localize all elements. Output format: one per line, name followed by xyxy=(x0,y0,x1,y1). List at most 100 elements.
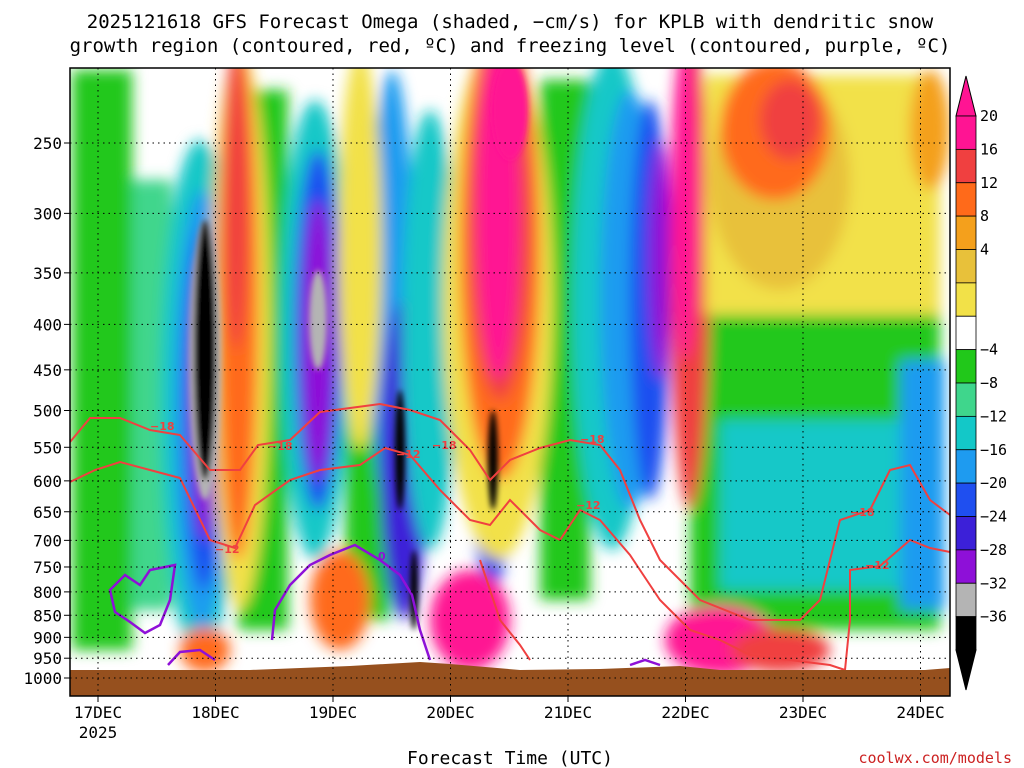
label-minus18-c: −18 xyxy=(432,439,457,452)
x-tick-label-22DEC: 22DEC xyxy=(661,703,709,722)
y-tick-label-850: 850 xyxy=(33,606,62,625)
y-axis: 250 300 350 400 450 500 550 600 650 700 750 800 850 9… xyxy=(23,134,70,688)
credit-text: coolwx.com/models xyxy=(858,749,1012,767)
omega-core-black-19-14z xyxy=(395,390,405,510)
y-tick-label-500: 500 xyxy=(33,402,62,421)
x-tick-label-24DEC: 24DEC xyxy=(896,703,944,722)
label-minus12-b: −12 xyxy=(396,448,421,461)
omega-sink-orange-ne xyxy=(910,70,950,190)
colorbar-swatch-13 xyxy=(955,549,977,584)
colorbar-label-0: 20 xyxy=(980,107,998,125)
colorbar-swatch-0 xyxy=(955,115,977,150)
omega-sink-lowlevel-19dec xyxy=(310,550,370,650)
dgz-contours-red xyxy=(70,402,950,672)
omega-core-black-20dec xyxy=(488,410,498,510)
colorbar-swatch-8 xyxy=(955,382,977,417)
freezing-contour-18dec xyxy=(167,648,216,666)
colorbar-swatch-14 xyxy=(955,582,977,618)
y-tick-label-950: 950 xyxy=(33,649,62,668)
colorbar-swatch-2 xyxy=(955,182,977,217)
omega-core-magenta-20dec-top xyxy=(492,68,528,160)
colorbar-swatch-11 xyxy=(955,482,977,517)
omega-core-black-18dec xyxy=(194,220,216,480)
y-tick-label-250: 250 xyxy=(33,134,62,153)
x-axis-title: Forecast Time (UTC) xyxy=(407,748,613,768)
omega-sink-yellow-19dec xyxy=(338,68,382,450)
terrain-surface xyxy=(70,662,950,696)
plot-frame xyxy=(69,67,951,697)
colorbar-swatch-7 xyxy=(955,349,977,384)
omega-sink-red-18dec xyxy=(224,68,248,350)
colorbar-label-8: −16 xyxy=(980,441,1007,459)
contour-minus12 xyxy=(70,446,950,672)
y-tick-label-700: 700 xyxy=(33,531,62,550)
x-tick-label-17DEC: 17DEC xyxy=(74,703,122,722)
colorbar-swatch-15 xyxy=(955,616,977,651)
label-minus12-c: −12 xyxy=(576,499,601,512)
y-tick-label-450: 450 xyxy=(33,361,62,380)
y-tick-label-550: 550 xyxy=(33,438,62,457)
label-freezing-0: 0 xyxy=(378,550,386,563)
y-tick-label-800: 800 xyxy=(33,583,62,602)
y-tick-label-750: 750 xyxy=(33,558,62,577)
freezing-contour-19dec xyxy=(270,543,432,661)
contour-minus18 xyxy=(70,402,950,621)
chart-title-line2: growth region (contoured, red, ºC) and f… xyxy=(70,35,951,57)
colorbar-label-9: −20 xyxy=(980,474,1007,492)
freezing-contour-22dec xyxy=(629,658,661,667)
y-tick-label-1000: 1000 xyxy=(23,669,62,688)
label-minus18-a: −18 xyxy=(150,420,175,433)
omega-core-gray-19dec xyxy=(309,270,327,370)
omega-sink-lowlevel-20dec xyxy=(430,570,510,670)
colorbar-swatch-4 xyxy=(955,249,977,284)
omega-core-cyan-20dec xyxy=(402,110,458,550)
contour-minus12-b xyxy=(479,559,531,661)
colorbar-label-3: 8 xyxy=(980,207,989,225)
colorbar-top-triangle xyxy=(955,75,977,117)
chart-title-line1: 2025121618 GFS Forecast Omega (shaded, −… xyxy=(87,11,934,33)
colorbar: 20 16 12 8 4 −4 −8 −12 −16 −20 −24 −28 −32 −36 xyxy=(955,75,1007,691)
colorbar-bottom-triangle xyxy=(955,649,977,691)
colorbar-label-13: −36 xyxy=(980,608,1007,626)
label-minus12-a: −12 xyxy=(215,543,240,556)
y-tick-label-650: 650 xyxy=(33,503,62,522)
colorbar-swatch-1 xyxy=(955,148,977,184)
x-axis-year: 2025 xyxy=(79,723,118,742)
label-minus12-d: −12 xyxy=(865,559,890,572)
colorbar-label-1: 16 xyxy=(980,140,998,158)
colorbar-label-6: −8 xyxy=(980,374,998,392)
colorbar-label-7: −12 xyxy=(980,407,1007,425)
x-tick-label-20DEC: 20DEC xyxy=(426,703,474,722)
y-tick-label-400: 400 xyxy=(33,315,62,334)
y-tick-label-600: 600 xyxy=(33,472,62,491)
colorbar-swatch-10 xyxy=(955,449,977,484)
omega-sink-lowlevel-22dec-b xyxy=(730,628,830,672)
omega-sink-red-east xyxy=(760,80,820,160)
colorbar-swatch-12 xyxy=(955,516,977,551)
colorbar-label-5: −4 xyxy=(980,341,998,359)
colorbar-swatch-5 xyxy=(955,282,977,317)
colorbar-label-12: −32 xyxy=(980,574,1007,592)
label-minus18-d: −18 xyxy=(580,433,605,446)
colorbar-label-2: 12 xyxy=(980,174,998,192)
x-tick-label-19DEC: 19DEC xyxy=(309,703,357,722)
y-tick-label-300: 300 xyxy=(33,204,62,223)
y-tick-label-350: 350 xyxy=(33,264,62,283)
contour-labels: −18 −18 −18 −18 −18 −12 −12 −12 −12 0 xyxy=(150,420,890,572)
colorbar-swatch-9 xyxy=(955,415,977,451)
colorbar-label-11: −28 xyxy=(980,541,1007,559)
colorbar-swatch-6 xyxy=(955,315,977,351)
omega-sink-magenta-22dec xyxy=(671,68,699,360)
freezing-contour-17dec xyxy=(108,563,177,635)
colorbar-swatch-3 xyxy=(955,215,977,250)
colorbar-label-10: −24 xyxy=(980,508,1007,526)
omega-region-green-left xyxy=(72,70,132,650)
omega-sink-lowlevel-18dec xyxy=(180,628,230,672)
omega-core-purple-21dec xyxy=(648,140,672,380)
label-minus18-e: −18 xyxy=(850,506,875,519)
x-tick-label-23DEC: 23DEC xyxy=(779,703,827,722)
x-tick-label-21DEC: 21DEC xyxy=(544,703,592,722)
grid-lines xyxy=(70,68,950,696)
y-tick-label-900: 900 xyxy=(33,628,62,647)
